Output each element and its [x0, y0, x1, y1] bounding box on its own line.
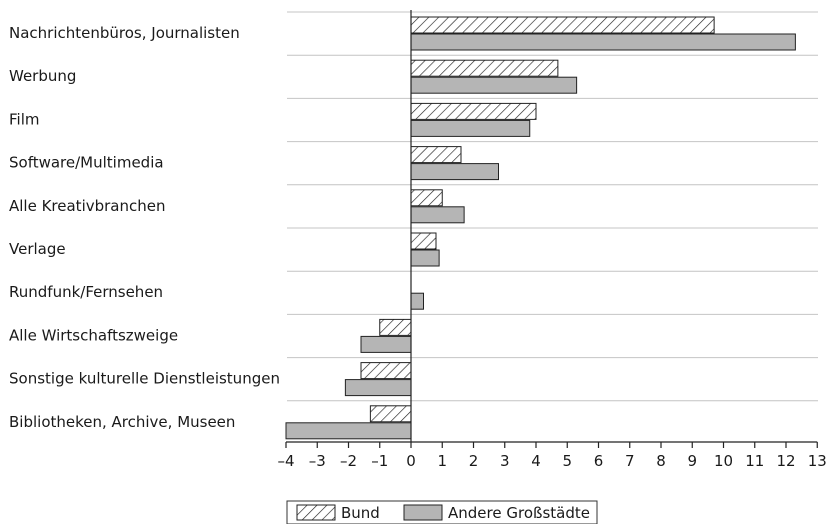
category-label: Verlage [9, 240, 66, 258]
x-tick-label: 6 [594, 452, 604, 470]
category-label: Alle Wirtschaftszweige [9, 326, 178, 344]
bar-andere-grossstaedte [410, 249, 440, 267]
x-tick-label: –1 [371, 452, 388, 470]
category-labels: Nachrichtenbüros, Journalisten Werbung Fil… [9, 24, 280, 431]
category-label: Software/Multimedia [9, 154, 164, 172]
bar-bund [410, 146, 462, 164]
bar-andere-grossstaedte [410, 76, 578, 94]
category-label: Bibliotheken, Archive, Museen [9, 413, 235, 431]
x-tick-label: 1 [437, 452, 447, 470]
category-label: Alle Kreativbranchen [9, 197, 166, 215]
legend: Bund Andere Großstädte [286, 500, 598, 524]
bar-bund [379, 318, 412, 336]
category-label: Rundfunk/Fernsehen [9, 283, 163, 301]
bar-andere-grossstaedte [410, 206, 465, 224]
legend-swatch-grossstaedte [403, 504, 443, 521]
bars [285, 16, 796, 440]
x-tick-label: 0 [406, 452, 416, 470]
bar-bund [410, 232, 437, 250]
x-tick-label: 8 [656, 452, 666, 470]
legend-swatch-bund [296, 504, 336, 521]
x-tick-label: 13 [808, 452, 827, 470]
legend-label-grossstaedte: Andere Großstädte [448, 504, 590, 522]
bar-bund [360, 362, 412, 380]
x-tick-label: 2 [469, 452, 479, 470]
category-label: Film [9, 110, 39, 128]
bar-andere-grossstaedte [410, 119, 531, 137]
bar-bund [410, 59, 559, 77]
bar-andere-grossstaedte [285, 422, 412, 440]
x-tick-label: 10 [714, 452, 733, 470]
x-tick-label: 9 [687, 452, 697, 470]
x-tick-label: 3 [500, 452, 510, 470]
x-tick-label: 5 [562, 452, 572, 470]
x-tick-label: 7 [625, 452, 635, 470]
category-label: Sonstige kulturelle Dienstleistungen [9, 370, 280, 388]
bar-bund [410, 102, 537, 120]
category-label: Nachrichtenbüros, Journalisten [9, 24, 240, 42]
bar-andere-grossstaedte [360, 335, 412, 353]
x-tick-label: 11 [745, 452, 764, 470]
x-axis: –4 –3 –2 –1 0 1 2 3 4 5 6 7 8 9 10 11 12 13 [277, 10, 827, 470]
x-tick-label: 12 [776, 452, 795, 470]
bar-bund [410, 16, 715, 34]
bar-andere-grossstaedte [344, 379, 412, 397]
row-separators [287, 11, 818, 402]
bar-bund [410, 189, 443, 207]
bar-bund [369, 405, 412, 423]
x-tick-label: –2 [340, 452, 357, 470]
x-tick-label: –4 [277, 452, 294, 470]
bar-andere-grossstaedte [410, 292, 424, 310]
x-tick-label: –3 [309, 452, 326, 470]
category-label: Werbung [9, 67, 76, 85]
x-tick-label: 4 [531, 452, 541, 470]
legend-label-bund: Bund [341, 504, 380, 522]
bar-andere-grossstaedte [410, 163, 499, 181]
bar-andere-grossstaedte [410, 33, 796, 51]
